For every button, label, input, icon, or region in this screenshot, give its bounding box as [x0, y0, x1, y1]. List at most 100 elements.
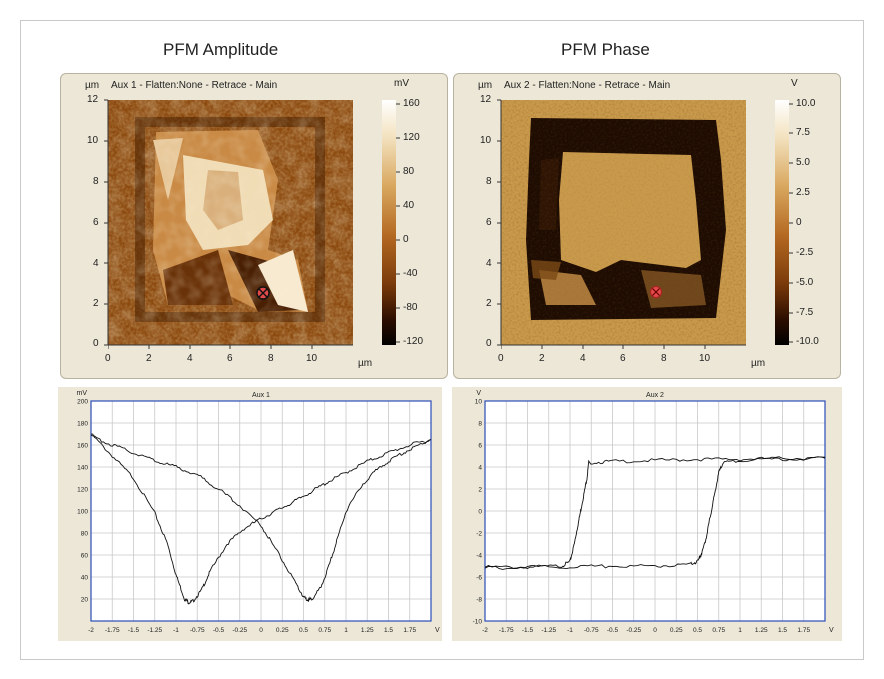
phase-cbar-tick: -5.0	[796, 277, 814, 288]
phase-xtick: 2	[539, 353, 545, 364]
y-tick-label: 80	[81, 531, 89, 538]
plot-border	[90, 400, 432, 622]
phase-xtick: 6	[620, 353, 626, 364]
phase-xtick: 8	[661, 353, 667, 364]
x-tick-label: -1.25	[541, 627, 556, 634]
x-tick-label: -2	[482, 627, 488, 634]
x-tick-label: -1.5	[522, 627, 534, 634]
amplitude-cbar-tick: -120	[403, 336, 424, 347]
amplitude-ytick: 6	[93, 217, 99, 228]
amplitude-cbar-tick: 0	[403, 234, 409, 245]
y-axis-label: V	[476, 390, 481, 397]
x-tick-label: -1	[173, 627, 179, 634]
series-line-2	[90, 434, 432, 602]
y-tick-label: 6	[478, 443, 482, 450]
amplitude-ytick: 12	[87, 94, 99, 105]
y-tick-label: 40	[81, 575, 89, 582]
x-axis-label: V	[435, 627, 440, 634]
phase-image-header: Aux 2 - Flatten:None - Retrace - Main	[504, 80, 671, 91]
amplitude-xtick: 10	[306, 353, 318, 364]
chart-title: Aux 1	[252, 392, 270, 399]
y-tick-label: 4	[478, 465, 482, 472]
phase-cbar-tick: -2.5	[796, 247, 814, 258]
x-tick-label: -0.25	[232, 627, 247, 634]
phase-x-unit: µm	[751, 358, 766, 369]
amplitude-xtick: 6	[227, 353, 233, 364]
phase-cbar-tick: 5.0	[796, 157, 810, 168]
phase-cbar-tick: -10.0	[796, 336, 819, 347]
y-tick-label: 140	[77, 465, 88, 472]
amplitude-x-unit: µm	[358, 358, 373, 369]
y-tick-label: 2	[478, 487, 482, 494]
phase-image-panel: µm Aux 2 - Flatten:None - Retrace - Main…	[453, 73, 841, 379]
amplitude-ytick: 2	[93, 298, 99, 309]
x-tick-label: 1	[738, 627, 742, 634]
series-line-1	[90, 433, 432, 605]
amplitude-cbar-tick: 40	[403, 200, 415, 211]
y-tick-label: -4	[476, 553, 482, 560]
series-line-2	[484, 456, 826, 570]
aux2-chart-panel: -2 -1.75 -1.5 -1.25 -1 -0.75 -0.5 -0.25 0 0.25 0.5…	[452, 387, 842, 641]
x-tick-label: -1.75	[105, 627, 120, 634]
aux2-chart: -2 -1.75 -1.5 -1.25 -1 -0.75 -0.5 -0.25 0 0.25 0.5…	[473, 390, 834, 634]
x-tick-label: -0.75	[190, 627, 205, 634]
amplitude-colorbar-unit: mV	[394, 78, 409, 89]
y-tick-label: 0	[478, 509, 482, 516]
x-tick-label: -0.75	[584, 627, 599, 634]
y-tick-label: -8	[476, 597, 482, 604]
x-tick-label: -0.5	[607, 627, 619, 634]
y-tick-label: 200	[77, 399, 88, 406]
amplitude-cbar-tick: 120	[403, 132, 420, 143]
phase-cbar-tick: 0	[796, 217, 802, 228]
amplitude-image-panel: µm Aux 1 - Flatten:None - Retrace - Main…	[60, 73, 448, 379]
amplitude-ytick: 0	[93, 338, 99, 349]
phase-xtick: 4	[580, 353, 586, 364]
chart-title: Aux 2	[646, 392, 664, 399]
amplitude-image-header: Aux 1 - Flatten:None - Retrace - Main	[111, 80, 278, 91]
x-tick-label: -1.25	[147, 627, 162, 634]
x-tick-label: 0.5	[299, 627, 308, 634]
phase-ytick: 6	[486, 217, 492, 228]
x-tick-label: -2	[88, 627, 94, 634]
phase-cbar-tick: 7.5	[796, 127, 810, 138]
amplitude-unit-label: µm	[85, 80, 100, 91]
phase-ytick: 2	[486, 298, 492, 309]
phase-ytick: 0	[486, 338, 492, 349]
phase-xtick: 0	[498, 353, 504, 364]
x-tick-label: 0.25	[670, 627, 683, 634]
phase-ytick: 12	[480, 94, 492, 105]
y-tick-label: 160	[77, 443, 88, 450]
y-tick-label: 60	[81, 553, 89, 560]
y-tick-label: -6	[476, 575, 482, 582]
figure-frame	[20, 20, 864, 660]
amplitude-ytick: 8	[93, 176, 99, 187]
y-axis-label: mV	[77, 390, 88, 397]
aux1-chart-panel: -2 -1.75 -1.5 -1.25 -1 -0.75 -0.5 -0.25 0 0.25 0.5…	[58, 387, 442, 641]
x-tick-label: 1.25	[361, 627, 374, 634]
amplitude-cbar-tick: -40	[403, 268, 418, 279]
amplitude-xtick: 8	[268, 353, 274, 364]
x-tick-label: 0	[259, 627, 263, 634]
x-tick-label: -1.75	[499, 627, 514, 634]
y-tick-label: 120	[77, 487, 88, 494]
series-line-1	[484, 456, 826, 569]
x-tick-label: -1.5	[128, 627, 140, 634]
amplitude-y-axis	[104, 99, 109, 346]
x-tick-label: 1.75	[797, 627, 810, 634]
x-tick-label: 0.75	[712, 627, 725, 634]
phase-ytick: 10	[480, 135, 492, 146]
x-tick-label: 1.75	[403, 627, 416, 634]
y-tick-label: -10	[473, 619, 483, 626]
amplitude-colorbar	[382, 100, 396, 345]
phase-cbar-tick: 10.0	[796, 98, 816, 109]
x-tick-label: 0	[653, 627, 657, 634]
amplitude-ytick: 4	[93, 258, 99, 269]
x-tick-label: 0.25	[276, 627, 289, 634]
phase-xtick: 10	[699, 353, 711, 364]
y-tick-label: 180	[77, 421, 88, 428]
amplitude-colorbar-ticks	[396, 103, 400, 343]
y-tick-label: 20	[81, 597, 89, 604]
x-tick-label: 1.5	[384, 627, 393, 634]
phase-title: PFM Phase	[561, 40, 650, 59]
amplitude-x-axis	[108, 344, 353, 349]
